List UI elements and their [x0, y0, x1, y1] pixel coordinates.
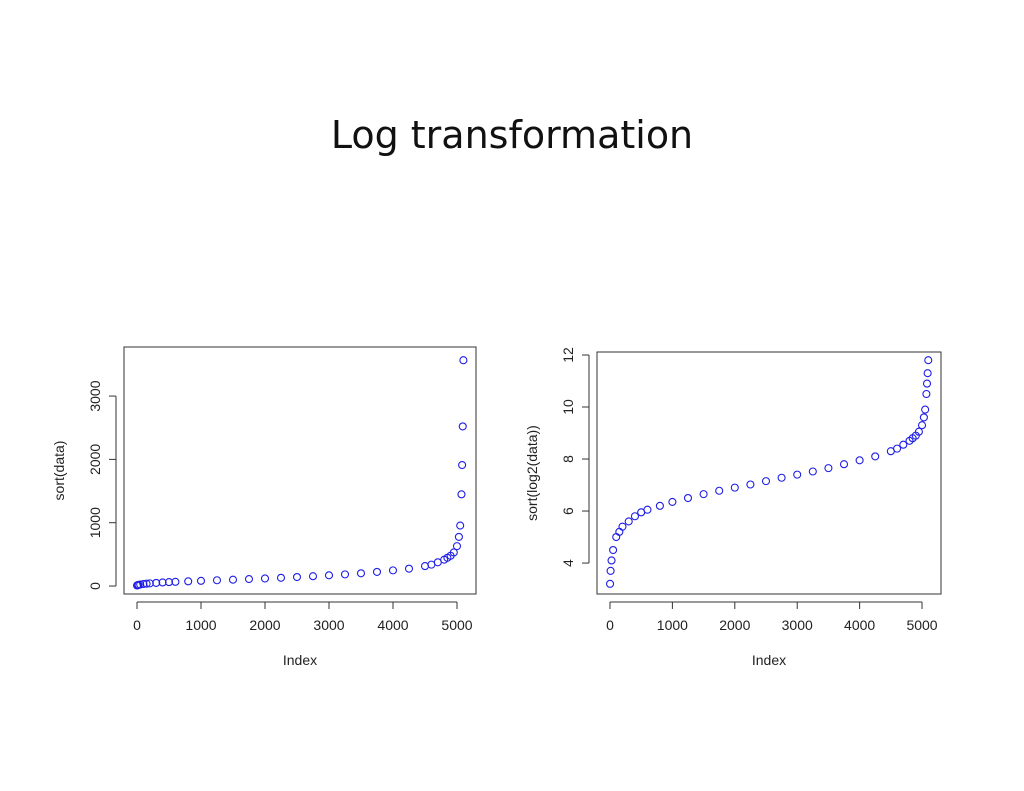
point — [605, 579, 615, 588]
point — [340, 570, 350, 579]
y-tick-label: 2000 — [87, 444, 103, 475]
plot-frame — [123, 346, 477, 595]
point — [730, 483, 739, 492]
y-axis-label: sort(log2(data)) — [524, 425, 540, 521]
x-tick-label: 4000 — [377, 617, 408, 633]
point — [761, 477, 771, 486]
point — [793, 470, 802, 479]
point — [388, 566, 398, 575]
point — [324, 571, 334, 580]
x-tick-label: 0 — [133, 617, 141, 633]
point — [260, 574, 270, 583]
point — [164, 578, 174, 587]
point — [715, 486, 724, 495]
point — [893, 444, 902, 453]
point — [184, 577, 193, 586]
y-tick-label: 8 — [560, 455, 576, 463]
x-tick-label: 3000 — [313, 617, 344, 633]
point — [457, 490, 466, 499]
point — [615, 527, 624, 536]
point — [308, 572, 318, 581]
point — [228, 575, 238, 584]
point — [449, 548, 458, 557]
point — [139, 579, 148, 589]
point — [459, 356, 468, 365]
x-tick-label: 3000 — [782, 617, 813, 633]
point — [609, 545, 618, 555]
point — [171, 577, 180, 586]
point — [456, 521, 465, 530]
x-tick-label: 1000 — [185, 617, 216, 633]
point — [458, 422, 467, 431]
point — [899, 440, 908, 449]
point — [643, 505, 652, 514]
point — [683, 493, 693, 503]
point — [824, 464, 833, 473]
y-axis-label: sort(data) — [51, 441, 67, 501]
x-axis-label: Index — [752, 652, 786, 668]
point — [372, 567, 382, 576]
point — [624, 517, 633, 526]
point — [630, 512, 639, 521]
point — [924, 356, 933, 365]
x-axis-label: Index — [283, 652, 317, 668]
point — [922, 389, 931, 399]
point — [276, 573, 286, 582]
plot-frame — [596, 351, 942, 595]
point — [145, 579, 154, 588]
y-tick-label: 1000 — [87, 507, 103, 538]
y-tick-label: 0 — [87, 582, 103, 590]
point — [212, 576, 222, 585]
x-tick-label: 5000 — [441, 617, 472, 633]
point — [655, 501, 664, 510]
point — [454, 532, 463, 541]
x-tick-label: 5000 — [906, 617, 937, 633]
point — [452, 542, 462, 551]
point — [607, 556, 616, 565]
point — [612, 532, 621, 542]
point — [292, 572, 302, 582]
x-tick-label: 0 — [606, 617, 614, 633]
point — [142, 579, 151, 588]
chart: 0 1000 2000 3000 4000 5000 0 1000 2000 3000 Index s… — [51, 346, 477, 668]
point — [196, 576, 206, 585]
point — [356, 569, 366, 578]
y-tick-label: 12 — [560, 347, 576, 363]
point — [668, 497, 677, 506]
point — [917, 421, 927, 430]
x-tick-label: 2000 — [719, 617, 750, 633]
point — [458, 460, 467, 470]
y-tick-label: 4 — [560, 559, 576, 567]
point — [606, 566, 615, 575]
point — [404, 564, 414, 573]
slide-title: Log transformation — [331, 113, 693, 157]
point — [855, 456, 864, 465]
point — [244, 575, 254, 584]
point — [921, 405, 930, 414]
x-tick-label: 1000 — [657, 617, 688, 633]
y-tick-label: 6 — [560, 507, 576, 515]
point — [839, 460, 849, 469]
point — [919, 413, 928, 422]
point — [923, 369, 932, 378]
point — [914, 427, 923, 436]
y-tick-label: 3000 — [87, 380, 103, 411]
point — [922, 379, 932, 388]
point — [158, 578, 167, 587]
point — [746, 480, 755, 489]
point — [808, 467, 817, 476]
x-tick-label: 2000 — [249, 617, 280, 633]
x-tick-label: 4000 — [844, 617, 875, 633]
point — [777, 473, 786, 482]
point — [871, 452, 880, 461]
point — [152, 578, 161, 587]
chart: 0 1000 2000 3000 4000 5000 4 6 8 10 12 Index sort(lo… — [524, 347, 942, 668]
y-tick-label: 10 — [560, 399, 576, 415]
point — [420, 562, 430, 571]
point — [699, 490, 708, 499]
point — [618, 522, 627, 531]
